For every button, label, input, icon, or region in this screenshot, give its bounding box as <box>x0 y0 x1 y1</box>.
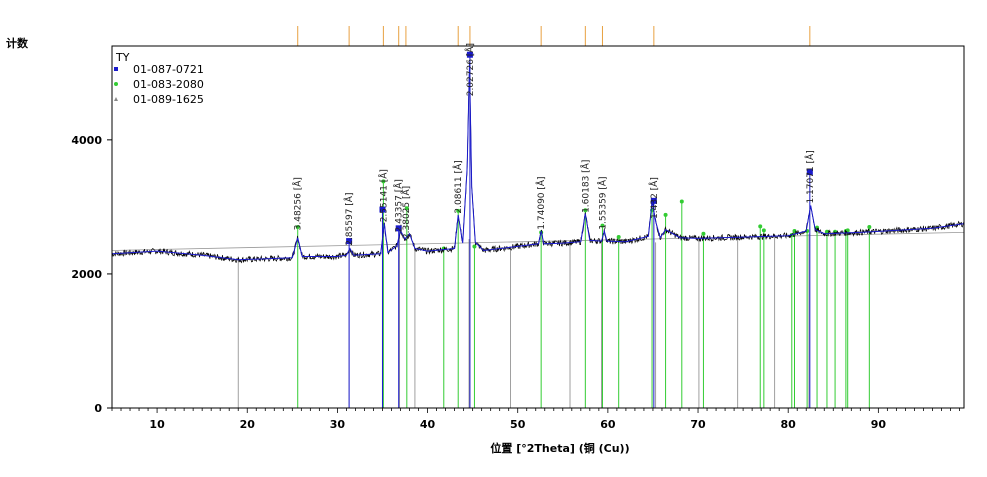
legend-label: 01-089-1625 <box>133 93 204 106</box>
peak-label: 2.55141 [Å] <box>377 169 389 222</box>
ref-marker-01-083-2080 <box>761 228 766 233</box>
ref-marker-01-087-0721 <box>379 206 386 213</box>
axes: 10 20 30 40 50 60 70 80 90 0 2000 4000 <box>71 45 965 431</box>
ref-marker-01-083-2080 <box>600 223 605 228</box>
x-tick-label: 80 <box>781 418 797 431</box>
ref-marker-01-083-2080 <box>663 212 668 217</box>
y-tick-label: 4000 <box>71 134 102 147</box>
peak-label: 1.55359 [Å] <box>596 176 608 229</box>
peak-label: 2.38025 [Å] <box>400 186 412 239</box>
ref-marker-01-083-2080 <box>701 231 706 236</box>
baseline <box>111 231 965 251</box>
peak-label: 2.02726 [Å] <box>464 43 476 96</box>
x-tick-label: 20 <box>240 418 256 431</box>
legend-marker <box>114 82 118 86</box>
reference-lines <box>237 51 872 408</box>
peak-label: 2.85597 [Å] <box>343 193 355 246</box>
ref-marker-01-083-2080 <box>679 199 684 204</box>
peak-label: 3.48256 [Å] <box>292 177 304 230</box>
x-tick-label: 30 <box>330 418 346 431</box>
background-line <box>111 231 965 251</box>
ref-marker-01-083-2080 <box>472 244 477 249</box>
peak-labels: 3.48256 [Å] 2.85597 [Å] 2.55141 [Å] 2.43357… <box>292 43 816 246</box>
x-tick-label: 10 <box>149 418 165 431</box>
y-tick-label: 2000 <box>71 268 102 281</box>
pattern-line <box>111 65 964 264</box>
ref-marker-01-083-2080 <box>758 224 763 229</box>
ref-marker-01-087-0721 <box>466 51 473 58</box>
peak-label: 2.43357 [Å] <box>393 179 405 232</box>
legend-marker <box>114 67 118 71</box>
x-tick-label: 90 <box>871 418 887 431</box>
ref-marker-01-083-2080 <box>404 206 409 211</box>
ref-marker-01-083-2080 <box>616 235 621 240</box>
x-tick-label: 60 <box>600 418 616 431</box>
y-tick-label: 0 <box>94 402 102 415</box>
ref-marker-01-087-0721 <box>650 197 657 204</box>
ref-marker-01-083-2080 <box>583 208 588 213</box>
ref-marker-01-087-0721 <box>346 238 353 245</box>
ref-marker-01-083-2080 <box>824 229 829 234</box>
peak-label: 1.17071 [Å] <box>804 150 816 203</box>
plot-frame <box>111 45 965 409</box>
x-tick-label: 70 <box>690 418 706 431</box>
y-axis-title: 计数 <box>6 36 29 50</box>
x-tick-label: 50 <box>510 418 526 431</box>
ref-marker-01-087-0721 <box>806 169 813 176</box>
legend-label: 01-083-2080 <box>133 78 204 91</box>
legend-title: TY <box>115 51 130 64</box>
ref-marker-01-083-2080 <box>381 179 386 184</box>
legend-label: 01-087-0721 <box>133 63 204 76</box>
peak-label: 2.08611 [Å] <box>452 160 464 213</box>
ref-marker-01-087-0721 <box>395 225 402 232</box>
x-tick-label: 40 <box>420 418 436 431</box>
ref-marker-01-083-2080 <box>295 225 300 229</box>
fitted-profile <box>111 62 965 261</box>
x-axis-title: 位置 [°2Theta] (铜 (Cu)) <box>490 441 629 455</box>
peak-label: 1.432 [Å] <box>648 177 660 219</box>
legend-marker <box>114 97 118 101</box>
ref-marker-01-083-2080 <box>867 225 872 229</box>
ref-marker-01-083-2080 <box>456 208 461 213</box>
peak-label: 1.60183 [Å] <box>579 160 591 213</box>
reference-top-markers <box>297 26 811 46</box>
diffraction-pattern <box>111 62 965 264</box>
peak-label: 1.74090 [Å] <box>535 176 547 229</box>
